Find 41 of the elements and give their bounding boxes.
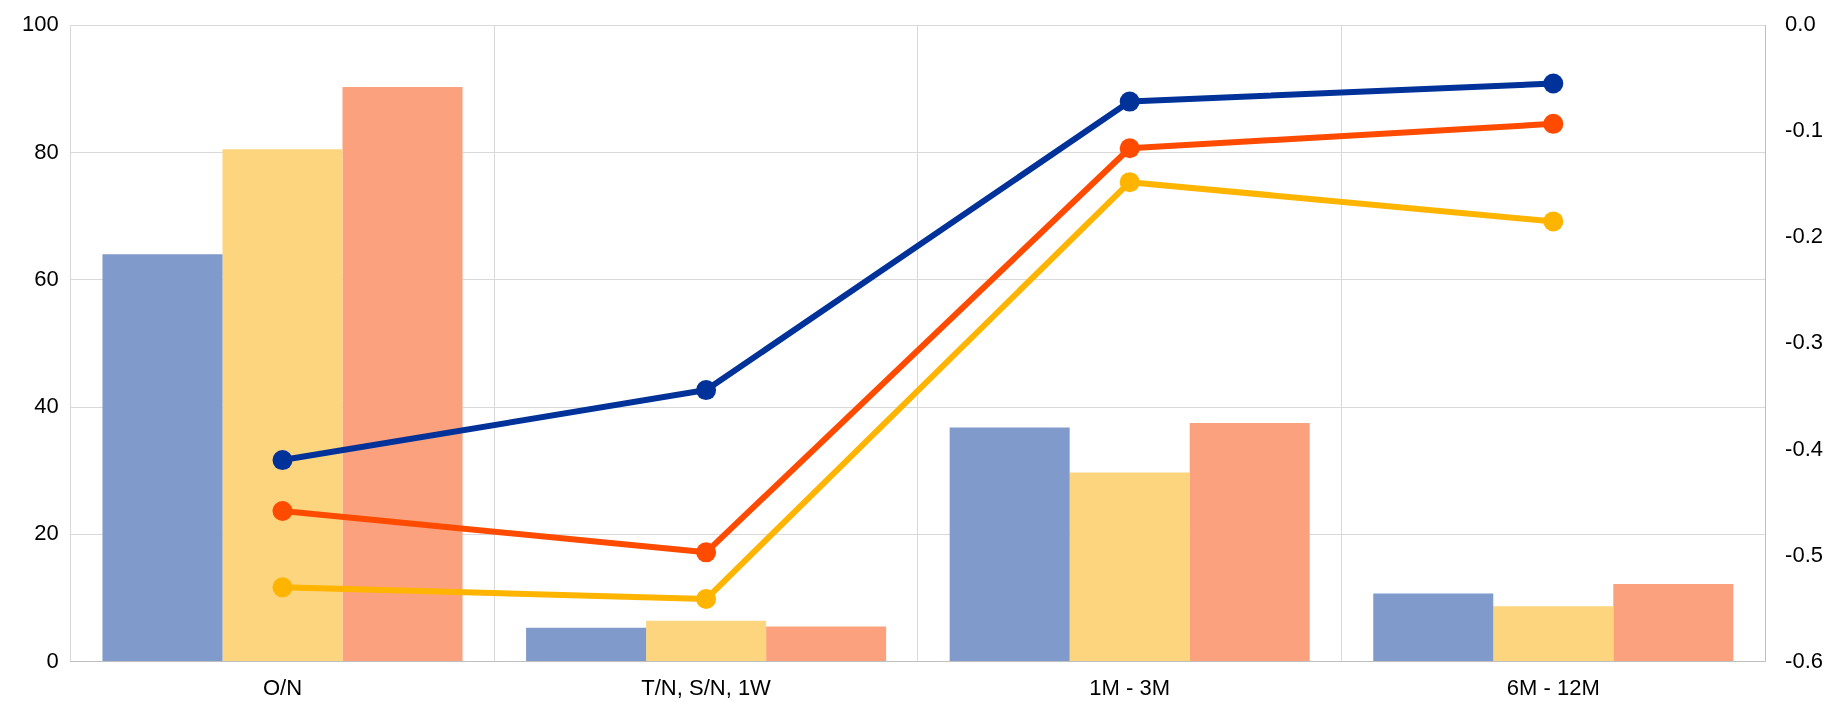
point <box>1119 138 1140 159</box>
point <box>696 380 717 401</box>
point <box>272 450 293 471</box>
x-tick-label: 6M - 12M <box>1506 674 1600 700</box>
y2-tick-label: -0.4 <box>1785 435 1824 461</box>
bar <box>646 620 767 662</box>
bar <box>1613 583 1734 662</box>
y-tick-label: 0 <box>46 647 59 673</box>
bar <box>949 427 1070 662</box>
point <box>1543 113 1564 134</box>
bar <box>102 254 223 662</box>
point <box>1543 211 1564 232</box>
y-tick-label: 80 <box>34 138 59 164</box>
y-tick-label: 20 <box>34 520 59 546</box>
y2-tick-label: -0.3 <box>1785 329 1824 355</box>
point <box>272 577 293 598</box>
point <box>696 589 717 610</box>
point <box>696 542 717 563</box>
bar <box>1373 593 1494 662</box>
bar <box>222 149 343 662</box>
y2-tick-label: -0.1 <box>1785 117 1824 143</box>
bar <box>1493 606 1614 662</box>
bar <box>526 627 647 662</box>
bar <box>342 86 463 662</box>
y2-tick-label: -0.5 <box>1785 541 1824 567</box>
point <box>272 500 293 521</box>
point <box>1119 91 1140 112</box>
x-tick-label: O/N <box>262 674 303 700</box>
point <box>1119 172 1140 193</box>
x-tick-label: 1M - 3M <box>1089 674 1171 700</box>
y2-tick-label: -0.6 <box>1785 647 1824 673</box>
bar <box>766 626 887 662</box>
y-tick-label: 60 <box>34 265 59 291</box>
bar <box>1069 472 1190 662</box>
y-tick-label: 40 <box>34 393 59 419</box>
point <box>1543 73 1564 94</box>
y2-tick-label: -0.2 <box>1785 223 1824 249</box>
x-tick-label: T/N, S/N, 1W <box>641 674 772 700</box>
bar <box>1189 422 1310 662</box>
y-tick-label: 100 <box>21 11 59 37</box>
y2-tick-label: 0.0 <box>1785 11 1816 37</box>
